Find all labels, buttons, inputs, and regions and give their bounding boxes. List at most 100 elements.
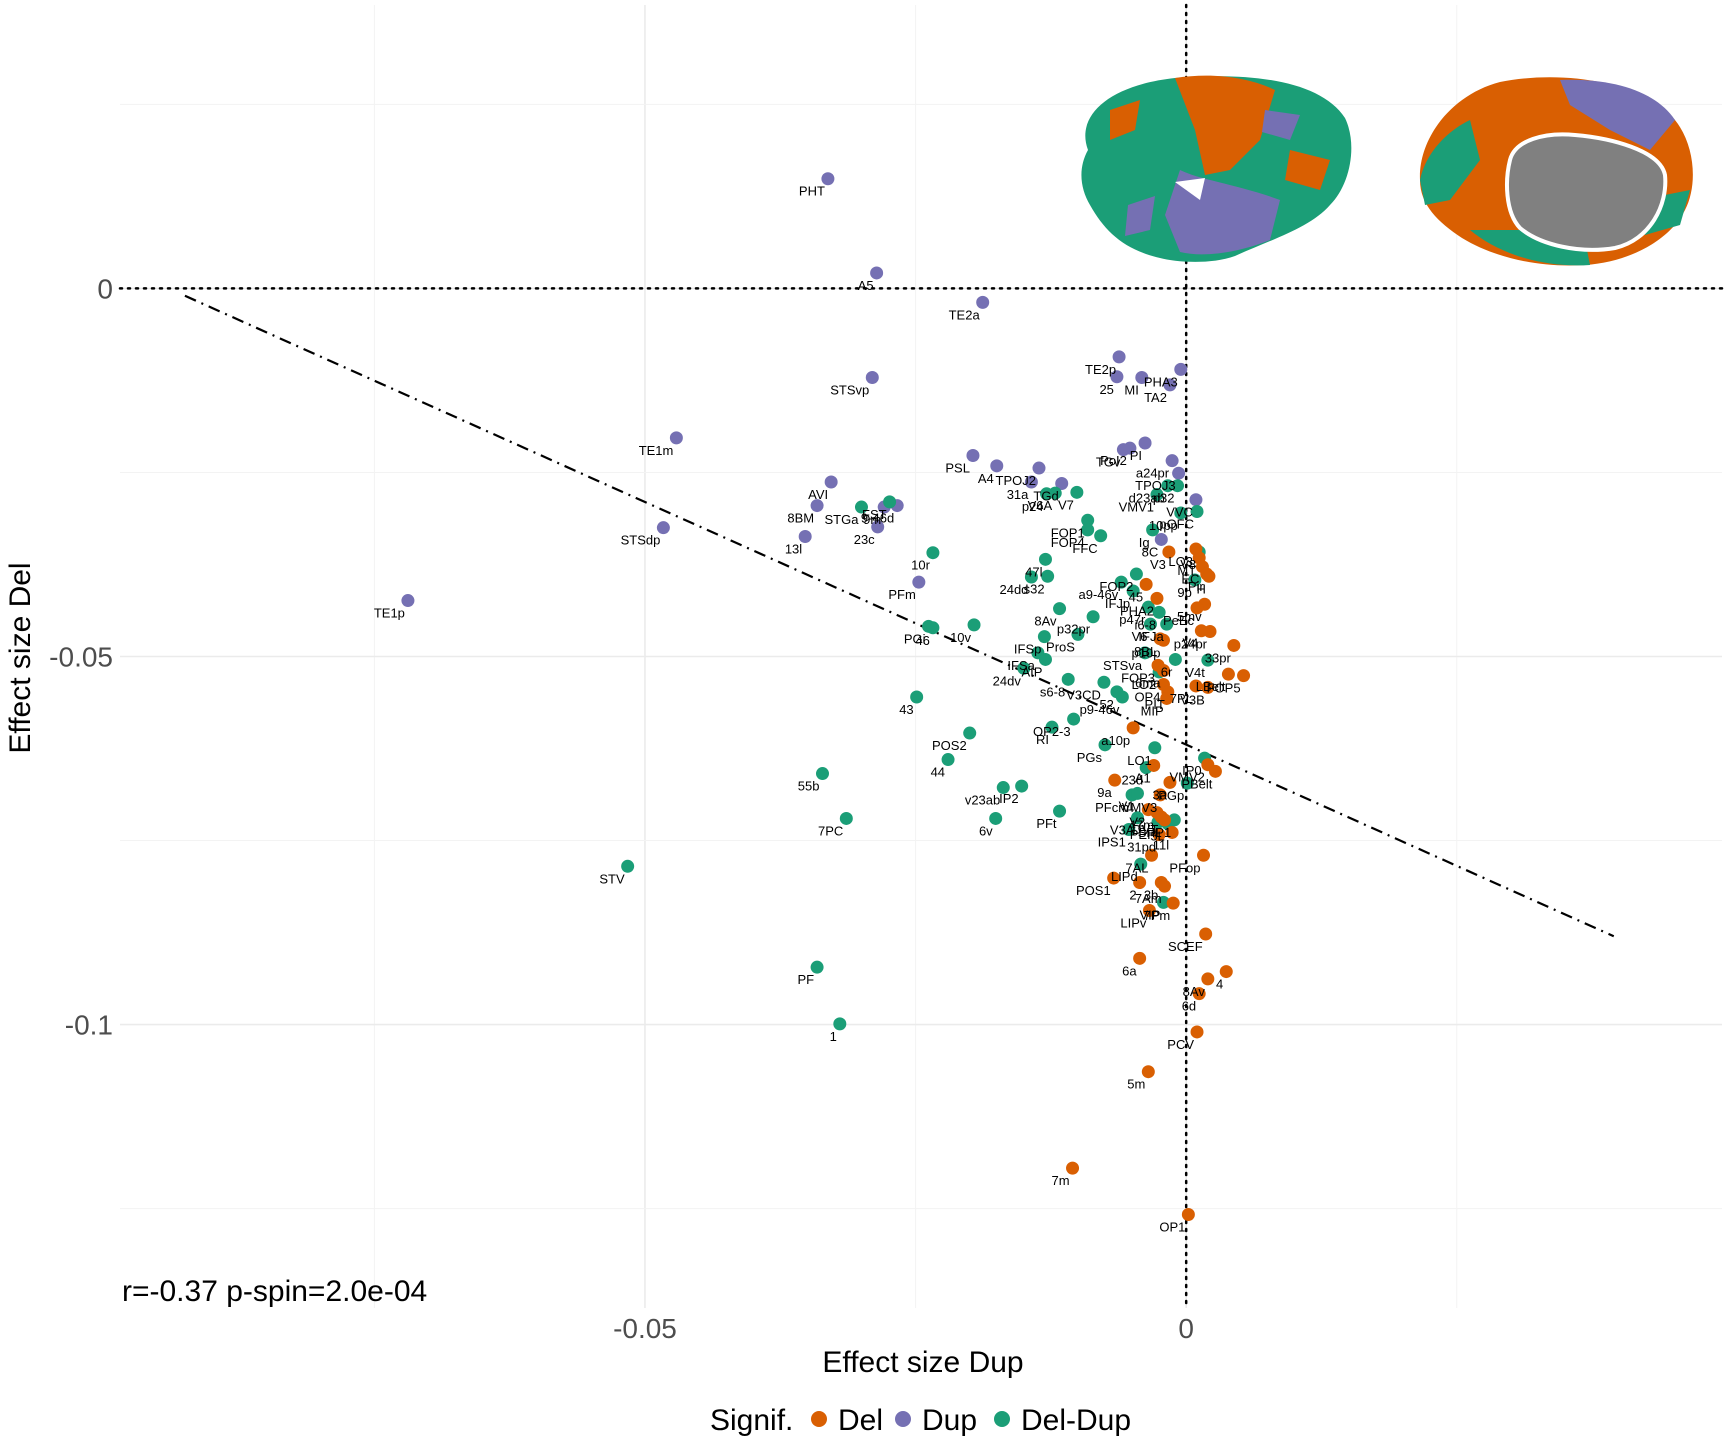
- point-label: 5mv: [1177, 609, 1202, 624]
- data-point: [1112, 350, 1126, 364]
- data-point: [854, 500, 868, 514]
- data-point: [1129, 567, 1143, 581]
- data-point: [1199, 927, 1213, 941]
- point-label: 24dd: [999, 582, 1028, 597]
- point-label: 7PL: [1170, 691, 1193, 706]
- point-label: DVT: [1132, 822, 1158, 837]
- data-point: [1147, 758, 1161, 772]
- point-label: 8C: [1142, 544, 1159, 559]
- point-label: 9m: [863, 512, 881, 527]
- data-point: [1133, 951, 1147, 965]
- data-point: [1156, 895, 1170, 909]
- point-label: SCEF: [1168, 939, 1203, 954]
- data-point: [1038, 652, 1052, 666]
- point-label: 3a: [1152, 787, 1167, 802]
- data-point: [1172, 466, 1186, 480]
- data-point: [1130, 811, 1144, 825]
- data-point: [1150, 488, 1164, 502]
- point-label: VMV3: [1122, 800, 1157, 815]
- point-label: IFSa: [1007, 658, 1035, 673]
- point-label: IFSp: [1014, 642, 1041, 657]
- point-label: LIPv: [1120, 915, 1147, 930]
- point-label: H: [1197, 581, 1206, 596]
- point-label: ProS: [1046, 639, 1075, 654]
- point-label: FOP2: [1099, 579, 1133, 594]
- point-label: 55b: [798, 779, 820, 794]
- point-label: PFcm: [1095, 800, 1129, 815]
- y-tick-label: -0.05: [49, 642, 113, 673]
- data-point: [1145, 848, 1159, 862]
- point-label: STSdp: [621, 533, 661, 548]
- point-label: TGd: [1033, 489, 1058, 504]
- point-label: V8: [1180, 557, 1196, 572]
- point-label: PSL: [945, 461, 970, 476]
- point-label: PeEc: [1163, 613, 1195, 628]
- point-label: 33pr: [1205, 650, 1232, 665]
- data-point: [1190, 601, 1204, 615]
- data-point: [1162, 545, 1176, 559]
- data-point: [963, 726, 977, 740]
- data-point: [1153, 632, 1167, 646]
- data-point: [824, 475, 838, 489]
- point-label: A4: [978, 471, 994, 486]
- point-label: 7Am: [1135, 891, 1162, 906]
- data-point: [1201, 653, 1215, 667]
- point-label: p24: [1022, 499, 1044, 514]
- data-point: [1041, 569, 1055, 583]
- point-label: 45: [1129, 589, 1143, 604]
- point-label: OP4: [1134, 689, 1160, 704]
- point-label: V6: [1132, 629, 1148, 644]
- point-label: 8Av: [1034, 614, 1057, 629]
- data-point: [1219, 965, 1233, 979]
- data-point: [1024, 475, 1038, 489]
- point-label: FST: [862, 507, 887, 522]
- data-point: [1208, 764, 1222, 778]
- data-point: [1174, 506, 1188, 520]
- data-point: [941, 753, 955, 767]
- data-point: [1189, 493, 1203, 507]
- point-label: VVC: [1166, 505, 1193, 520]
- point-label: STV: [599, 871, 625, 886]
- data-point: [1152, 828, 1166, 842]
- point-label: 5L: [1150, 829, 1164, 844]
- point-label: TE1m: [639, 443, 674, 458]
- point-label: LBelt: [1196, 679, 1226, 694]
- data-point: [1098, 738, 1112, 752]
- data-point: [1086, 610, 1100, 624]
- data-point: [1166, 896, 1180, 910]
- point-label: TE1p: [374, 606, 405, 621]
- data-point: [1126, 584, 1140, 598]
- point-label: 6ma: [1135, 675, 1161, 690]
- point-label: AIP: [1022, 664, 1043, 679]
- data-point: [1141, 600, 1155, 614]
- point-label: IPS1: [1098, 834, 1126, 849]
- point-label: 8BM: [787, 511, 814, 526]
- y-tick-labels: 0 -0.05 -0.1: [49, 273, 113, 1040]
- point-label: V2: [1129, 815, 1145, 830]
- data-point: [1146, 523, 1160, 537]
- point-label: FFC: [1072, 541, 1097, 556]
- point-label: 7AL: [1125, 860, 1148, 875]
- x-axis-title: Effect size Dup: [822, 1346, 1023, 1379]
- point-label: PHT: [799, 184, 825, 199]
- data-point: [1097, 675, 1111, 689]
- point-label: V3CD: [1066, 687, 1101, 702]
- data-point: [1070, 485, 1084, 499]
- data-point: [1133, 876, 1147, 890]
- point-label: 8Av: [1183, 984, 1206, 999]
- point-label: SFL: [1138, 825, 1162, 840]
- data-point: [1181, 1208, 1195, 1222]
- point-label: 2: [1129, 888, 1136, 903]
- point-label: PFop: [1169, 860, 1200, 875]
- brain-inset-lateral: [1081, 75, 1352, 262]
- point-label: V4: [1182, 636, 1198, 651]
- point-label: TPOJ3: [1135, 478, 1175, 493]
- data-point: [1197, 848, 1211, 862]
- data-point: [1201, 972, 1215, 986]
- point-label: PHA3: [1144, 374, 1178, 389]
- point-label: 23c: [854, 532, 875, 547]
- point-label: p9-46v: [1080, 702, 1120, 717]
- point-label: STSvp: [830, 382, 869, 397]
- y-axis-title: Effect size Del: [4, 562, 37, 753]
- data-point: [1160, 617, 1174, 631]
